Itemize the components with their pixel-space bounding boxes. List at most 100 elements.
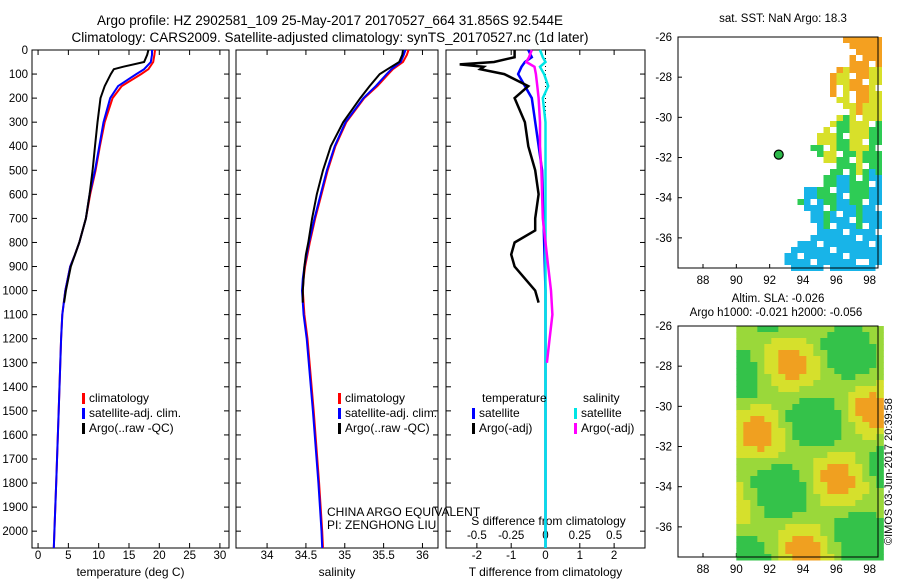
sal-legend-label: satellite-adj. clim. [345, 406, 437, 420]
sla-cell [827, 518, 835, 525]
sla-cell [806, 440, 814, 447]
sla-cell [848, 362, 856, 369]
sst-ytick-label: -30 [655, 112, 672, 124]
sst-cell [804, 205, 811, 211]
sst-cell [862, 193, 869, 199]
sla-cell [848, 380, 856, 387]
sst-cell [856, 97, 863, 103]
sla-cell [771, 482, 779, 489]
sst-cell [830, 175, 837, 181]
salinity-panel: 34 34.5 35 35.5 36 climatologysatellite-adj. … [235, 49, 481, 579]
sla-cell [855, 332, 863, 339]
sla-cell [813, 548, 821, 555]
sla-cell [785, 470, 793, 477]
sla-cell [743, 356, 751, 363]
sla-cell [736, 524, 744, 531]
sla-cell [841, 356, 849, 363]
sla-cell [855, 362, 863, 369]
sst-cell [856, 247, 863, 253]
sla-cell [876, 362, 884, 369]
sla-cell [778, 524, 786, 531]
sla-cell [827, 404, 835, 411]
sla-cell [743, 368, 751, 375]
sla-cell [799, 476, 807, 483]
sla-cell [792, 368, 800, 375]
sla-cell [757, 434, 765, 441]
temp-xlabel: temperature (deg C) [76, 565, 184, 579]
sst-cell [869, 217, 876, 223]
temp-ytick-label: 1000 [2, 286, 28, 298]
sla-cell [799, 350, 807, 357]
sst-cell [823, 127, 830, 133]
sst-cell [856, 133, 863, 139]
sla-cell [848, 500, 856, 507]
sla-cell [771, 542, 779, 549]
sla-cell [757, 500, 765, 507]
sst-cell [875, 175, 882, 181]
sst-cell [791, 247, 798, 253]
sla-cell [869, 548, 877, 555]
sst-cell [843, 37, 850, 43]
sst-cell [862, 211, 869, 217]
sla-cell [813, 446, 821, 453]
sst-cell [875, 217, 882, 223]
sla-cell [869, 416, 877, 423]
sla-cell [785, 548, 793, 555]
sst-cell [856, 121, 863, 127]
sla-cell [820, 422, 828, 429]
sla-ytick-label: -32 [655, 442, 672, 454]
sla-cell [792, 476, 800, 483]
sst-cell [817, 247, 824, 253]
sal-legend-swatch [338, 408, 341, 419]
sla-cell [771, 446, 779, 453]
sla-cell [743, 542, 751, 549]
sla-cell [820, 464, 828, 471]
sla-cell [778, 512, 786, 519]
diff-x2tick-label: -0.5 [467, 530, 487, 542]
sla-cell [750, 548, 758, 555]
sst-cell [849, 139, 856, 145]
sst-cell [817, 259, 824, 265]
sla-cell [813, 422, 821, 429]
sla-cell [841, 476, 849, 483]
sst-cell [810, 235, 817, 241]
sla-cell [792, 464, 800, 471]
sla-cell [876, 494, 884, 501]
sla-cell [799, 386, 807, 393]
sla-cell [848, 458, 856, 465]
sst-cell [869, 169, 876, 175]
sla-cell [785, 536, 793, 543]
sla-cell [743, 332, 751, 339]
diff-temp-legend-label: satellite [479, 406, 520, 420]
sla-cell [820, 428, 828, 435]
sla-cell [799, 542, 807, 549]
temp-xtick-label: 0 [35, 550, 41, 562]
sla-cell [736, 434, 744, 441]
sla-cell [855, 518, 863, 525]
temp-ytick-label: 1600 [2, 430, 28, 442]
sst-cell [856, 187, 863, 193]
sla-cell [757, 458, 765, 465]
sal-series-argo [301, 49, 404, 303]
sla-cell [876, 452, 884, 459]
sla-ytick-label: -36 [655, 522, 672, 534]
sla-cell [778, 362, 786, 369]
sst-cell [823, 229, 830, 235]
sst-cell [830, 193, 837, 199]
sla-cell [869, 494, 877, 501]
sla-cell [736, 530, 744, 537]
sst-cell [823, 181, 830, 187]
sla-cell [785, 512, 793, 519]
sla-cell [841, 458, 849, 465]
sla-cell [862, 428, 870, 435]
sla-cell [869, 464, 877, 471]
sla-cell [785, 476, 793, 483]
sst-cell [804, 247, 811, 253]
sla-cell [785, 326, 793, 333]
sla-cell [799, 488, 807, 495]
sla-cell [764, 470, 772, 477]
sst-cell [836, 73, 843, 79]
sst-cell [875, 151, 882, 157]
sla-cell [750, 332, 758, 339]
sla-cell [771, 440, 779, 447]
